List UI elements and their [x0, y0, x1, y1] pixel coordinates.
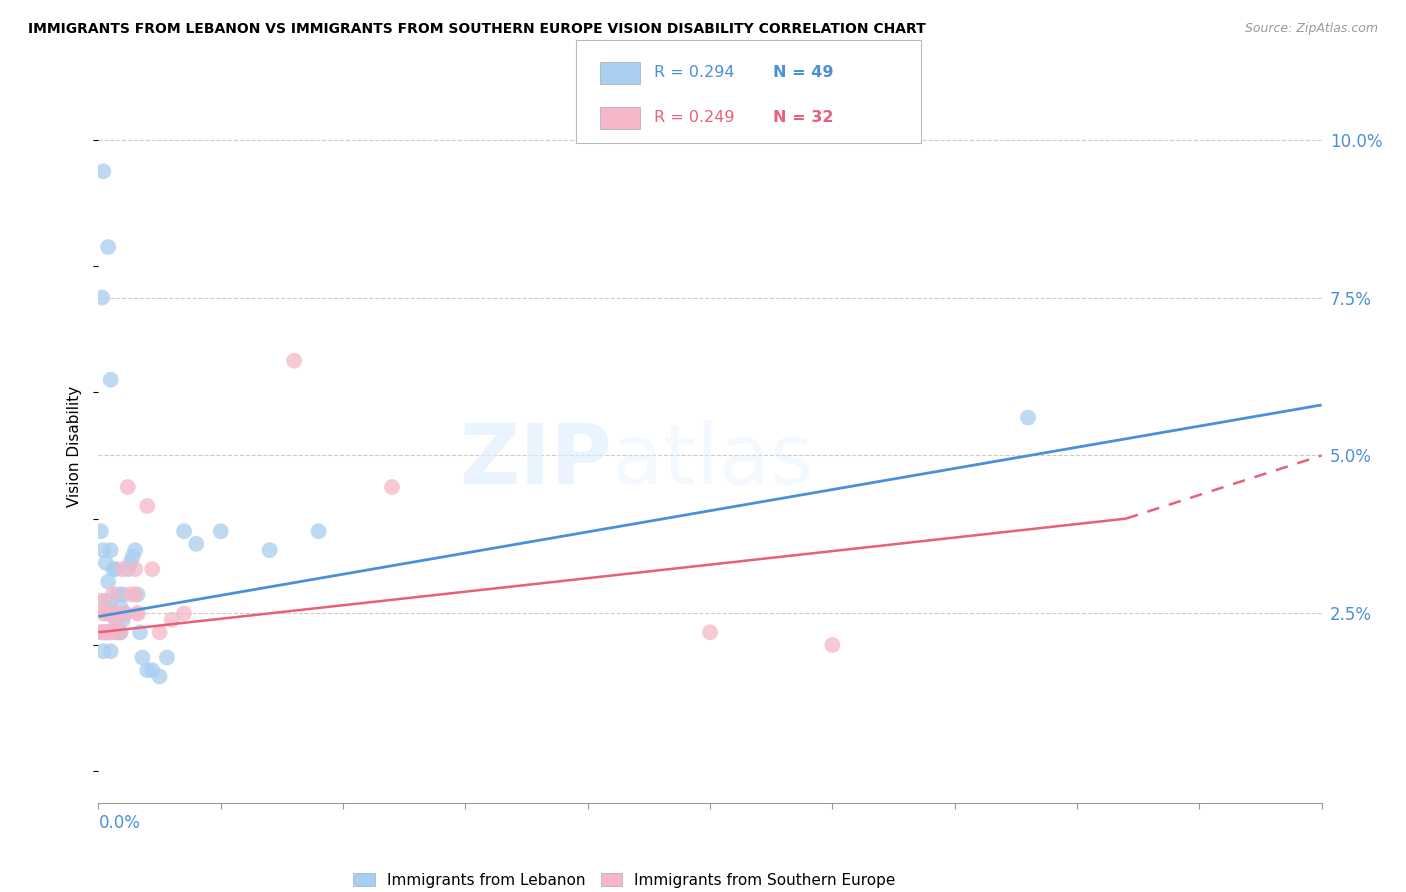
Point — [101, 607, 124, 621]
Point — [821, 638, 844, 652]
Point — [90, 593, 112, 607]
Text: N = 49: N = 49 — [773, 65, 834, 80]
Point — [90, 625, 112, 640]
Text: ZIP: ZIP — [460, 420, 612, 500]
Point — [97, 625, 120, 640]
Point — [104, 613, 127, 627]
Point — [173, 524, 195, 539]
Point — [100, 373, 122, 387]
Point — [120, 587, 142, 601]
Text: Source: ZipAtlas.com: Source: ZipAtlas.com — [1244, 22, 1378, 36]
Point — [111, 587, 134, 601]
Point — [110, 625, 132, 640]
Point — [110, 625, 132, 640]
Point — [156, 650, 179, 665]
Point — [141, 562, 163, 576]
Text: N = 32: N = 32 — [773, 110, 834, 125]
Point — [107, 625, 129, 640]
Point — [149, 625, 172, 640]
Point — [699, 625, 721, 640]
Point — [104, 562, 127, 576]
Point — [100, 625, 122, 640]
Text: IMMIGRANTS FROM LEBANON VS IMMIGRANTS FROM SOUTHERN EUROPE VISION DISABILITY COR: IMMIGRANTS FROM LEBANON VS IMMIGRANTS FR… — [28, 22, 927, 37]
Point — [94, 625, 117, 640]
Point — [259, 543, 281, 558]
Point — [308, 524, 330, 539]
Point — [127, 607, 149, 621]
Point — [91, 607, 114, 621]
Point — [97, 607, 120, 621]
Point — [107, 607, 129, 621]
Point — [141, 663, 163, 677]
Point — [101, 607, 124, 621]
Point — [91, 164, 114, 178]
Text: atlas: atlas — [612, 420, 814, 500]
Point — [110, 625, 132, 640]
Point — [120, 556, 142, 570]
Point — [283, 353, 305, 368]
Point — [101, 587, 124, 601]
Y-axis label: Vision Disability: Vision Disability — [67, 385, 83, 507]
Point — [97, 625, 120, 640]
Point — [111, 562, 134, 576]
Point — [101, 607, 124, 621]
Point — [101, 562, 124, 576]
Point — [107, 625, 129, 640]
Point — [97, 240, 120, 254]
Point — [114, 607, 136, 621]
Text: R = 0.249: R = 0.249 — [654, 110, 734, 125]
Point — [149, 669, 172, 683]
Point — [129, 625, 152, 640]
Point — [100, 625, 122, 640]
Point — [100, 593, 122, 607]
Point — [136, 499, 159, 513]
Point — [97, 574, 120, 589]
Point — [94, 556, 117, 570]
Point — [91, 291, 114, 305]
Point — [94, 625, 117, 640]
Point — [111, 613, 134, 627]
Point — [114, 607, 136, 621]
Point — [127, 587, 149, 601]
Point — [90, 625, 112, 640]
Point — [124, 543, 146, 558]
Point — [91, 644, 114, 658]
Point — [94, 593, 117, 607]
Point — [100, 543, 122, 558]
Point — [104, 625, 127, 640]
Point — [160, 613, 183, 627]
Point — [90, 524, 112, 539]
Point — [91, 625, 114, 640]
Point — [381, 480, 404, 494]
Point — [117, 562, 139, 576]
Point — [110, 600, 132, 615]
Point — [107, 587, 129, 601]
Point — [136, 663, 159, 677]
Point — [97, 607, 120, 621]
Point — [100, 644, 122, 658]
Point — [94, 607, 117, 621]
Legend: Immigrants from Lebanon, Immigrants from Southern Europe: Immigrants from Lebanon, Immigrants from… — [353, 873, 896, 888]
Point — [117, 480, 139, 494]
Point — [91, 543, 114, 558]
Point — [104, 613, 127, 627]
Point — [1017, 410, 1039, 425]
Point — [127, 607, 149, 621]
Point — [209, 524, 232, 539]
Text: 0.0%: 0.0% — [98, 814, 141, 831]
Point — [121, 549, 143, 564]
Point — [173, 607, 195, 621]
Text: R = 0.294: R = 0.294 — [654, 65, 734, 80]
Point — [186, 537, 208, 551]
Point — [124, 587, 146, 601]
Point — [131, 650, 153, 665]
Point — [124, 562, 146, 576]
